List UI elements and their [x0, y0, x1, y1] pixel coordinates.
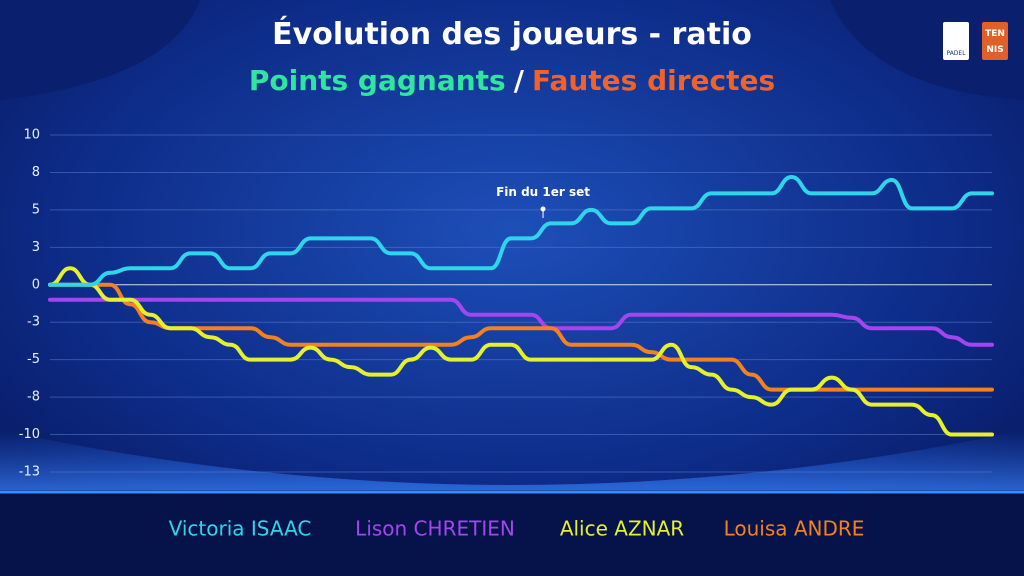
legend-entry: Louisa ANDRE — [724, 517, 865, 541]
y-tick-label: 3 — [32, 240, 40, 255]
plot: 10 8 5 3 0 -3 -5 -8 -10 -13 Fin du 1er set Victoria… — [19, 128, 994, 541]
y-tick-label: 5 — [32, 202, 40, 217]
y-tick-label: 10 — [23, 128, 40, 143]
y-tick-label: 8 — [32, 165, 40, 180]
subtitle-part: Fautes directes — [532, 64, 775, 97]
y-tick-label: -5 — [27, 352, 40, 367]
chart-title: Évolution des joueurs - ratio — [272, 16, 752, 52]
corner — [0, 0, 200, 100]
logo — [982, 22, 1008, 60]
series-line — [48, 282, 994, 392]
series-line — [48, 297, 994, 347]
logo — [943, 22, 969, 60]
y-tick-label: -8 — [27, 390, 40, 405]
glow — [0, 430, 1024, 500]
legend-entry: Victoria ISAAC — [169, 517, 312, 541]
legend-entry: Alice AZNAR — [560, 517, 684, 541]
series-line — [48, 174, 994, 287]
subtitle-part: Points gagnants — [249, 64, 506, 97]
y-tick-label: -3 — [27, 315, 40, 330]
logo-text: PADEL — [946, 50, 966, 57]
legend-entry: Lison CHRETIEN — [355, 517, 515, 541]
subtitle-part: / — [514, 64, 525, 97]
annotation: Fin du 1er set — [496, 185, 590, 199]
series-line — [48, 266, 994, 437]
logo-text: TEN — [985, 29, 1005, 39]
logo-text: NIS — [986, 45, 1003, 55]
y-tick-label: -10 — [19, 427, 40, 442]
y-tick-label: -13 — [19, 465, 40, 480]
annotation-dot — [540, 206, 546, 212]
legend-band — [0, 490, 1024, 576]
corner — [830, 0, 1024, 100]
y-tick-label: 0 — [32, 277, 40, 292]
chart-subtitle: Points gagnants / Fautes directes — [249, 64, 775, 97]
